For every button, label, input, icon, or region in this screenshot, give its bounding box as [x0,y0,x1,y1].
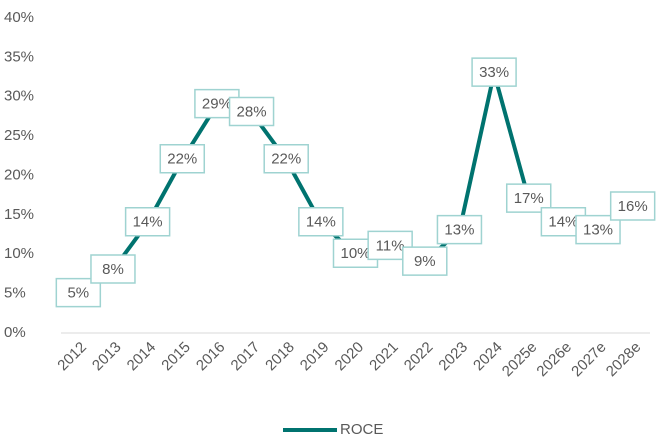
y-tick-label: 40% [4,9,34,26]
x-tick-label: 2013 [89,339,125,375]
y-tick-label: 30% [4,88,34,105]
data-label: 11% [376,237,405,254]
y-tick-label: 0% [4,324,26,341]
x-tick-label: 2023 [435,339,471,375]
x-tick-label: 2014 [124,339,160,375]
data-label: 22% [167,151,197,168]
y-tick-label: 25% [4,127,34,144]
data-label: 5% [67,285,89,302]
x-tick-label: 2015 [158,339,194,375]
data-label: 8% [102,261,124,278]
legend-label: ROCE [340,421,383,438]
data-label-box [436,214,483,245]
data-label: 13% [444,222,474,239]
x-tick-label: 2012 [54,339,90,375]
y-tick-label: 15% [4,206,34,223]
data-label: 14% [306,214,336,231]
y-tick-label: 20% [4,166,34,183]
data-label-box [609,191,656,221]
y-tick-label: 10% [4,245,34,262]
x-tick-label: 2020 [332,339,368,375]
data-label: 29% [202,96,232,113]
x-tick-label: 2022 [401,339,437,375]
x-tick-label: 2017 [228,339,264,375]
data-label-box [402,246,448,276]
data-label: 10% [340,245,370,262]
data-label-box [124,207,171,237]
data-label: 14% [548,214,578,231]
x-tick-label: 2019 [297,339,333,375]
x-tick-label: 2026e [533,339,575,381]
data-label: 17% [514,190,544,207]
x-tick-label: 2027e [568,339,610,381]
x-tick-label: 2025e [499,339,541,381]
x-tick-label: 2021 [366,339,402,375]
y-tick-label: 5% [4,285,26,302]
data-label-box [90,254,136,284]
data-label-box [298,207,344,237]
data-label-box [228,96,275,127]
data-label-box [159,144,206,174]
data-label: 9% [414,253,436,270]
data-label: 33% [479,64,509,81]
data-label: 16% [618,198,648,215]
data-label: 13% [583,222,613,239]
y-tick-label: 35% [4,48,34,65]
data-label: 14% [133,214,163,231]
data-label-box [471,57,517,87]
data-label: 22% [271,151,301,168]
x-tick-label: 2018 [262,339,298,375]
data-label-box [263,144,309,174]
x-tick-label: 2016 [193,339,229,375]
x-tick-label: 2028e [603,339,645,381]
data-label: 28% [237,103,267,120]
